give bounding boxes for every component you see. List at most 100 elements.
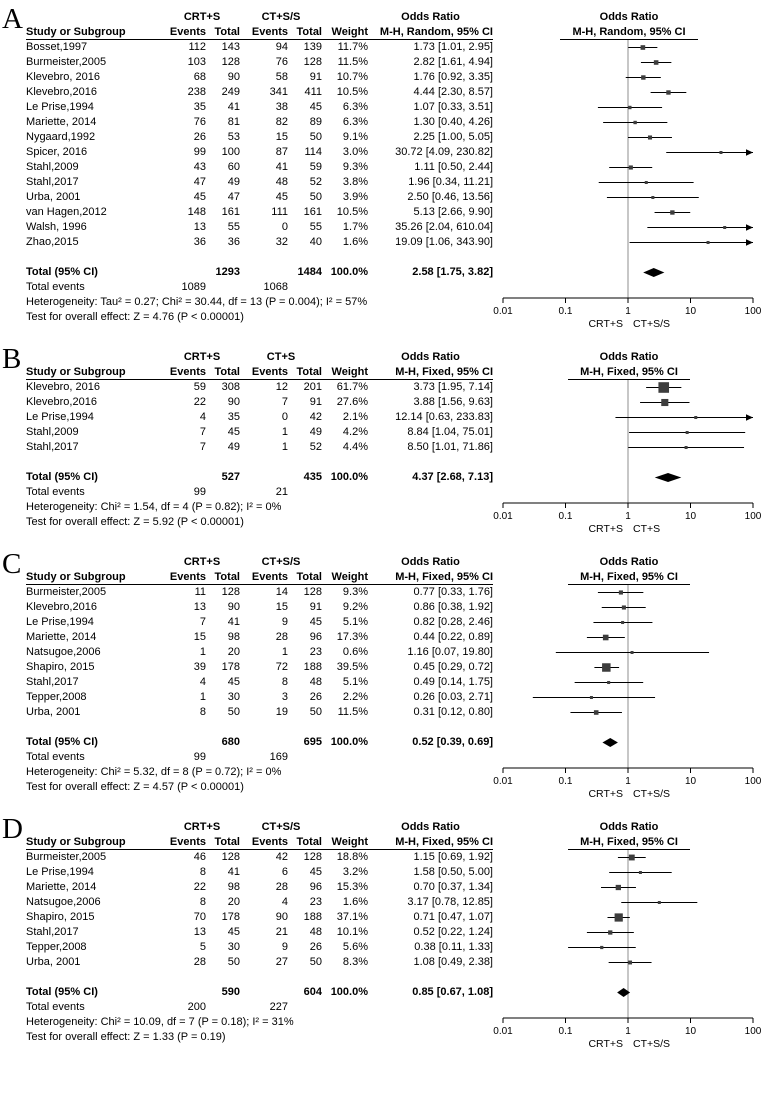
total2-cell: 411: [304, 86, 322, 98]
plot-cell: [493, 40, 765, 55]
total-events-row: Total events 99 169: [26, 750, 765, 765]
plot-cell: [493, 455, 765, 470]
study-row: Urba, 2001 8 50 19 50 11.5% 0.31 [0.12, 0.80]: [26, 705, 765, 720]
total1-col-header: Total: [206, 25, 240, 40]
forest-plot-strip: [627, 205, 691, 220]
plot-cell: [493, 675, 765, 690]
total1-sum-cell: 527: [221, 471, 240, 483]
table-row: [26, 250, 765, 265]
group2-header: CT+S/S: [261, 556, 301, 568]
study-name: Natsugoe,2006: [26, 896, 101, 908]
forest-panel-A: A CRT+S CT+S/S Odds Ratio Odds Ratio Study or…: [0, 3, 765, 337]
plot-cell: [493, 865, 765, 880]
forest-plot-strip: [597, 585, 644, 600]
odds-ratio-plot-header: Odds Ratio: [599, 11, 659, 23]
ci-text-cell: 0.86 [0.38, 1.92]: [413, 601, 493, 613]
total1-sum-cell: 1293: [215, 266, 240, 278]
total2-cell: 23: [309, 896, 322, 908]
or-marker: [706, 241, 710, 244]
events1-cell: 8: [199, 866, 206, 878]
forest-plot-strip: 0.01 0.1 1 10 100 CRT+S CT+S/S: [493, 295, 762, 330]
panel-footer: Heterogeneity: Chi² = 1.54, df = 4 (P = …: [26, 500, 765, 542]
table-row: Study or Subgroup Events Total Events Total W…: [26, 365, 765, 380]
events1-cell: 103: [187, 56, 206, 68]
study-col-header: Study or Subgroup: [26, 570, 164, 585]
empty-cell: [164, 985, 206, 1000]
total2-cell: 48: [309, 926, 322, 938]
study-name: Klevebro,2016: [26, 86, 97, 98]
study-name: Urba, 2001: [26, 191, 81, 203]
ci-text-cell: 35.26 [2.04, 610.04]: [395, 221, 493, 233]
total1-cell: 161: [221, 206, 240, 218]
events2-cell: 28: [275, 881, 288, 893]
forest-plot-strip: [609, 865, 672, 880]
events2-cell: 38: [275, 101, 288, 113]
forest-plot-strip: [625, 70, 661, 85]
forest-plot-strip: [532, 690, 656, 705]
weight-cell: 3.0%: [342, 146, 368, 158]
weight-col-header: Weight: [322, 570, 368, 585]
ci-text-cell: 1.30 [0.40, 4.26]: [413, 116, 493, 128]
total-events-row: Total events 99 21: [26, 485, 765, 500]
forest-plot-strip: [607, 910, 630, 925]
weight-cell: 39.5%: [336, 661, 368, 673]
tick-label: 100: [745, 1026, 762, 1037]
weight-col-header: Weight: [322, 365, 368, 380]
total2-cell: 40: [309, 236, 322, 248]
ci-text-cell: 0.52 [0.22, 1.24]: [413, 926, 493, 938]
favours-left-label: CRT+S: [588, 1038, 623, 1050]
plot-cell: [493, 425, 765, 440]
total1-col-header: Total: [206, 570, 240, 585]
total-events-row: Total events 1089 1068: [26, 280, 765, 295]
study-row: Le Prise,1994 8 41 6 45 3.2% 1.58 [0.50, 5.00]: [26, 865, 765, 880]
events1-cell: 1: [199, 646, 206, 658]
ci-text-cell: 1.73 [1.01, 2.95]: [413, 41, 493, 53]
forest-plot-strip: [627, 235, 753, 250]
events1-cell: 1: [199, 691, 206, 703]
empty-cell: [240, 985, 288, 1000]
total1-sum-cell: 680: [221, 736, 240, 748]
forest-plot-strip: [627, 145, 753, 160]
study-name: Burmeister,2005: [26, 56, 107, 68]
events2-cell: 48: [275, 176, 288, 188]
empty-cell: [322, 280, 368, 295]
plot-cell: [493, 955, 765, 970]
forest-plot-strip: [627, 55, 672, 70]
forest-plot-strip: [570, 705, 629, 720]
total2-cell: 59: [309, 161, 322, 173]
events2-cell: 9: [281, 941, 288, 953]
weight-cell: 10.5%: [336, 206, 368, 218]
total-weight-cell: 100.0%: [330, 471, 368, 483]
study-name: Mariette, 2014: [26, 116, 97, 128]
tick-label: 1: [625, 306, 631, 317]
study-row: Le Prise,1994 4 35 0 42 2.1% 12.14 [0.63, 233.…: [26, 410, 765, 425]
study-row: Le Prise,1994 7 41 9 45 5.1% 0.82 [0.28, 2.46]: [26, 615, 765, 630]
empty-cell: [206, 1000, 240, 1015]
total-events-label: Total events: [26, 751, 85, 763]
plot-method-label: M-H, Fixed, 95% CI: [568, 365, 690, 380]
total-events-row: Total events 200 227: [26, 1000, 765, 1015]
forest-plot-strip: 0.01 0.1 1 10 100 CRT+S CT+S/S: [493, 1015, 762, 1050]
ci-arrow-right: [746, 414, 753, 421]
plot-cell: [493, 100, 765, 115]
total2-cell: 91: [309, 396, 322, 408]
events2-cell: 27: [275, 956, 288, 968]
events2-cell: 41: [275, 161, 288, 173]
forest-plot-strip: [586, 925, 634, 940]
events2-cell: 76: [275, 56, 288, 68]
forest-plot-strip: [627, 250, 629, 265]
total1-cell: 41: [227, 616, 240, 628]
or-marker: [628, 165, 633, 170]
events1-cell: 99: [193, 146, 206, 158]
total1-cell: 20: [227, 896, 240, 908]
forest-plot-strip: [617, 985, 631, 1000]
weight-cell: 0.6%: [342, 646, 368, 658]
plot-cell: [493, 115, 765, 130]
forest-plot-strip: [627, 85, 687, 100]
odds-ratio-plot-header: Odds Ratio: [599, 821, 659, 833]
total1-cell: 128: [221, 851, 240, 863]
events1-cell: 70: [193, 911, 206, 923]
events1-cell: 26: [193, 131, 206, 143]
study-row: Stahl,2009 43 60 41 59 9.3% 1.11 [0.50, 2.44]: [26, 160, 765, 175]
total-ci-cell: 4.37 [2.68, 7.13]: [412, 471, 493, 483]
